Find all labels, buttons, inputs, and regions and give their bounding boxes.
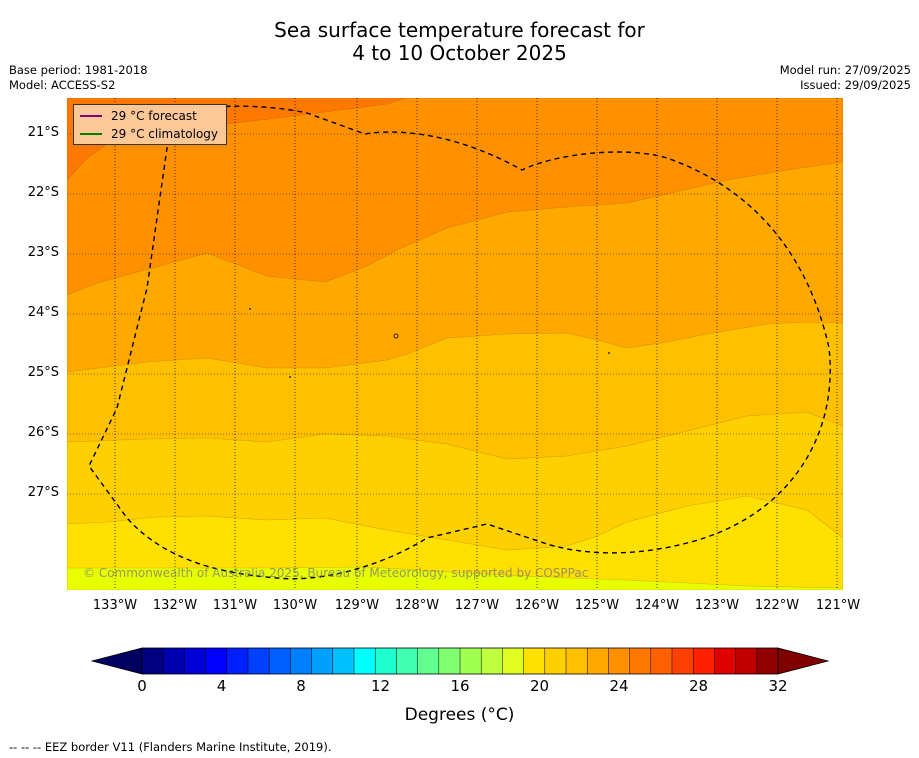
colorbar-cell bbox=[502, 648, 524, 674]
colorbar-cell bbox=[332, 648, 355, 674]
meta-left: Base period: 1981-2018 Model: ACCESS-S2 bbox=[9, 63, 148, 93]
colorbar-tick-label: 4 bbox=[216, 677, 227, 695]
colorbar-cell bbox=[226, 648, 249, 674]
colorbar-cells bbox=[141, 647, 779, 675]
latitude-label: 26°S bbox=[27, 425, 59, 440]
forecast-line-swatch bbox=[80, 115, 102, 117]
longitude-label: 122°W bbox=[754, 598, 800, 613]
colorbar-cell bbox=[587, 648, 609, 674]
longitude-label: 131°W bbox=[212, 598, 258, 613]
colorbar-cell bbox=[205, 648, 228, 674]
longitude-label: 125°W bbox=[574, 598, 620, 613]
longitude-label: 126°W bbox=[514, 598, 560, 613]
eez-footnote: -- -- -- EEZ border V11 (Flanders Marine… bbox=[9, 740, 332, 754]
longitude-label: 123°W bbox=[694, 598, 740, 613]
colorbar-low-arrow bbox=[90, 647, 143, 675]
colorbar-tick-label: 32 bbox=[768, 677, 788, 695]
colorbar-cell bbox=[735, 648, 758, 674]
colorbar-tick-label: 0 bbox=[137, 677, 147, 695]
colorbar-tick-label: 8 bbox=[296, 677, 306, 695]
colorbar-cell bbox=[523, 648, 546, 674]
island-marker bbox=[289, 376, 291, 378]
colorbar bbox=[90, 647, 830, 675]
legend-climatology-label: 29 °C climatology bbox=[111, 127, 219, 141]
colorbar-cell bbox=[248, 648, 270, 674]
colorbar-cell bbox=[714, 648, 736, 674]
eez-border bbox=[88, 105, 831, 580]
map-legend: 29 °C forecast 29 °C climatology bbox=[73, 104, 227, 145]
longitude-label: 127°W bbox=[454, 598, 500, 613]
colorbar-cell bbox=[417, 648, 440, 674]
sst-map[interactable] bbox=[67, 98, 843, 590]
colorbar-tick-label: 28 bbox=[688, 677, 709, 695]
colorbar-cell bbox=[375, 648, 397, 674]
latitude-label: 22°S bbox=[27, 185, 59, 200]
colorbar-cell bbox=[184, 648, 206, 674]
meta-right: Model run: 27/09/2025 Issued: 29/09/2025 bbox=[780, 63, 911, 93]
colorbar-cell bbox=[142, 648, 164, 674]
colorbar-tick-label: 24 bbox=[609, 677, 629, 695]
latitude-label: 24°S bbox=[27, 305, 59, 320]
legend-climatology: 29 °C climatology bbox=[80, 125, 218, 143]
colorbar-cell bbox=[438, 648, 461, 674]
longitude-label: 133°W bbox=[92, 598, 138, 613]
colorbar-cell bbox=[629, 648, 652, 674]
longitude-label: 132°W bbox=[152, 598, 198, 613]
longitude-label: 129°W bbox=[334, 598, 380, 613]
longitude-label: 128°W bbox=[394, 598, 440, 613]
longitude-label: 130°W bbox=[272, 598, 318, 613]
copyright-watermark: © Commonwealth of Australia 2025, Bureau… bbox=[83, 566, 589, 580]
colorbar-cell bbox=[163, 648, 185, 674]
colorbar-cell bbox=[672, 648, 694, 674]
colorbar-cell bbox=[566, 648, 588, 674]
island-marker bbox=[608, 352, 610, 354]
latitude-label: 25°S bbox=[27, 365, 59, 380]
chart-title: Sea surface temperature forecast for 4 t… bbox=[0, 19, 919, 65]
sst-map-canvas bbox=[67, 98, 843, 590]
title-line-1: Sea surface temperature forecast for bbox=[274, 18, 645, 42]
island-marker bbox=[249, 308, 251, 310]
colorbar-tick-label: 20 bbox=[529, 677, 550, 695]
model-run: Model run: 27/09/2025 bbox=[779, 63, 911, 77]
latitude-label: 21°S bbox=[27, 125, 59, 140]
colorbar-title: Degrees (°C) bbox=[404, 705, 515, 725]
colorbar-cell bbox=[311, 648, 334, 674]
colorbar-cell bbox=[693, 648, 715, 674]
climatology-line-swatch bbox=[80, 133, 102, 135]
colorbar-cell bbox=[396, 648, 418, 674]
colorbar-cell bbox=[460, 648, 482, 674]
colorbar-cell bbox=[544, 648, 567, 674]
colorbar-cell bbox=[269, 648, 291, 674]
colorbar-high-arrow bbox=[777, 647, 830, 675]
latitude-label: 23°S bbox=[27, 245, 59, 260]
colorbar-cell bbox=[756, 648, 779, 674]
colorbar-cell bbox=[290, 648, 312, 674]
base-period: Base period: 1981-2018 bbox=[9, 63, 148, 77]
longitude-label: 121°W bbox=[815, 598, 861, 613]
colorbar-tick-label: 12 bbox=[370, 677, 391, 695]
title-line-2: 4 to 10 October 2025 bbox=[352, 41, 567, 65]
colorbar-cell bbox=[608, 648, 630, 674]
colorbar-cell bbox=[481, 648, 503, 674]
colorbar-cell bbox=[354, 648, 376, 674]
model-name: Model: ACCESS-S2 bbox=[9, 78, 116, 92]
longitude-label: 124°W bbox=[634, 598, 680, 613]
island-marker bbox=[393, 333, 399, 339]
latitude-label: 27°S bbox=[27, 485, 59, 500]
band-21-22 bbox=[67, 566, 843, 590]
band-22-23 bbox=[67, 495, 843, 590]
colorbar-tick-label: 16 bbox=[450, 677, 470, 695]
legend-forecast-label: 29 °C forecast bbox=[111, 109, 197, 123]
issued-date: Issued: 29/09/2025 bbox=[800, 78, 911, 92]
colorbar-cell bbox=[650, 648, 673, 674]
legend-forecast: 29 °C forecast bbox=[80, 107, 197, 125]
